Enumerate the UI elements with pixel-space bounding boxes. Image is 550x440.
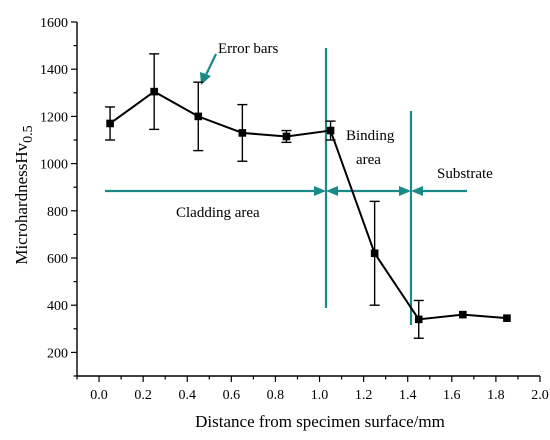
error-bars-pointer-line [204, 53, 217, 78]
binding-arrowhead-right [399, 186, 411, 196]
y-axis-title-subscript: 0.5 [21, 125, 36, 143]
x-tick-label-4: 0.8 [267, 388, 285, 403]
substrate-arrowhead [411, 186, 423, 196]
x-tick-label-0: 0.0 [90, 388, 108, 403]
data-point-0 [106, 119, 114, 128]
y-axis-title: MicrohardnessHv0.5 [12, 125, 36, 264]
y-tick-label-5: 1200 [40, 110, 68, 125]
data-point-4 [282, 132, 291, 141]
data-point-9 [503, 314, 511, 322]
x-tick-label-10: 2.0 [531, 388, 549, 403]
data-point-3 [238, 129, 247, 137]
data-point-1 [150, 87, 158, 96]
binding-area-label-line1: Binding [346, 128, 395, 144]
axes [76, 22, 540, 377]
x-tick-label-3: 0.6 [223, 388, 241, 403]
region-annotations [105, 48, 467, 325]
x-tick-label-6: 1.2 [355, 388, 373, 403]
y-tick-label-6: 1400 [40, 63, 68, 78]
binding-area-label-line2: area [356, 152, 381, 168]
data-point-8 [459, 310, 467, 319]
data-point-7 [414, 315, 423, 324]
cladding-arrowhead [314, 186, 326, 196]
data-point-2 [194, 112, 203, 121]
y-axis-title-main: MicrohardnessHv [12, 142, 31, 264]
y-tick-label-2: 600 [47, 252, 68, 267]
x-axis-title: Distance from specimen surface/mm [195, 412, 445, 431]
cladding-area-label: Cladding area [176, 205, 260, 221]
y-tick-label-7: 1600 [40, 16, 68, 31]
x-tick-label-8: 1.6 [443, 388, 461, 403]
data-series [105, 53, 511, 339]
x-tick-label-1: 0.2 [134, 388, 152, 403]
data-point-5 [326, 126, 335, 135]
hardness-line [109, 90, 508, 321]
x-tick-label-7: 1.4 [399, 388, 417, 403]
y-tick-label-4: 1000 [40, 158, 68, 173]
y-tick-label-3: 800 [47, 205, 68, 220]
data-point-6 [370, 249, 379, 258]
y-tick-label-0: 200 [47, 346, 68, 361]
x-tick-label-5: 1.0 [311, 388, 329, 403]
ticks: 0.0 0.2 0.4 0.6 0.8 1.0 1.2 1.4 1.6 1.8 2.0 200 400 6… [40, 16, 549, 403]
y-tick-label-1: 400 [47, 299, 68, 314]
binding-arrowhead-left [326, 186, 338, 196]
x-tick-label-2: 0.4 [178, 388, 196, 403]
x-tick-label-9: 1.8 [487, 388, 505, 403]
substrate-label: Substrate [437, 166, 493, 182]
error-bars-label: Error bars [218, 41, 279, 57]
